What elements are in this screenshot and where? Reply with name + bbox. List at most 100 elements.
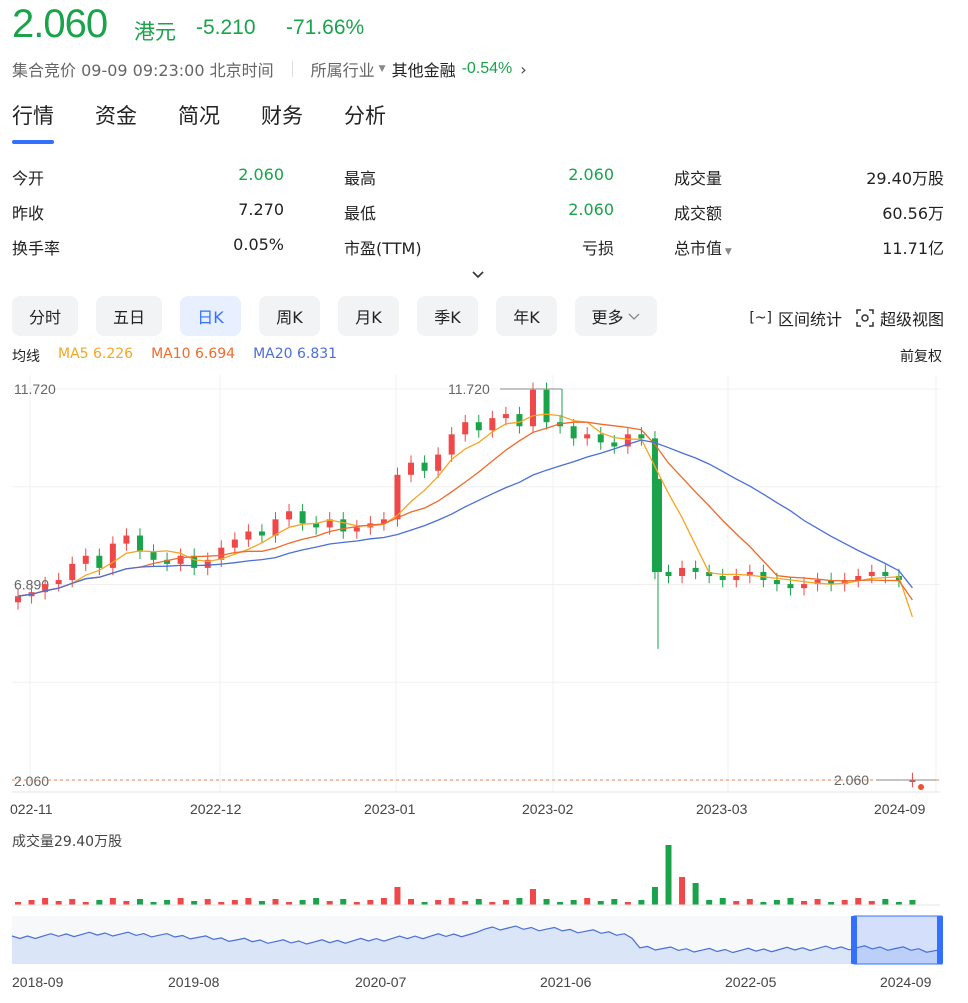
candle-body	[55, 580, 62, 585]
volume-label: 成交量29.40万股	[12, 834, 123, 850]
candle-body	[773, 580, 780, 585]
candle-body	[624, 434, 631, 447]
candle-body	[841, 580, 848, 585]
super-view-button[interactable]: 超级视图	[856, 306, 944, 330]
last-price-dot	[918, 784, 924, 790]
period-yearly-k[interactable]: 年K	[496, 296, 557, 336]
y-tick-label: 6.890	[14, 577, 49, 593]
x-tick-label: 2023-02	[522, 801, 574, 817]
volume-bar	[326, 901, 333, 905]
stat-value: 11.71亿	[882, 239, 944, 258]
candle-body	[654, 478, 662, 572]
industry-name: 其他金融	[391, 61, 456, 80]
industry-label: 所属行业	[310, 61, 375, 80]
chevron-down-icon	[628, 313, 639, 320]
volume-bar	[773, 900, 780, 905]
quote-status-line: 集合竞价 09-09 09:23:00 北京时间 所属行业 ▼ 其他金融 -0.…	[12, 57, 527, 81]
forward-adjust-toggle[interactable]: 前复权	[900, 349, 942, 365]
navigator-handle[interactable]	[937, 916, 943, 964]
candle-body	[42, 584, 49, 593]
volume-bar	[340, 899, 347, 905]
candle-body	[245, 531, 252, 540]
volume-bar	[448, 898, 455, 905]
candle-body	[570, 426, 577, 439]
candle-body	[299, 511, 306, 524]
volume-bar	[353, 902, 360, 905]
caret-down-icon[interactable]: ▼	[722, 247, 732, 257]
range-stats-label: 区间统计	[777, 310, 842, 329]
volume-bar	[204, 899, 211, 905]
price-change: -5.210	[196, 16, 256, 39]
range-bracket-icon: [~]	[749, 310, 772, 326]
industry-link[interactable]: 所属行业 ▼ 其他金融 -0.54% ›	[311, 57, 527, 81]
period-daily-k[interactable]: 日K	[180, 296, 241, 336]
period-quarterly-k[interactable]: 季K	[417, 296, 478, 336]
high-marker-label: 11.720	[448, 381, 490, 397]
x-tick-label: 2024-09	[874, 801, 926, 817]
period-five-day[interactable]: 五日	[96, 296, 162, 336]
candle-body	[326, 519, 333, 528]
range-navigator[interactable]: 2018-09 2019-08 2020-07 2021-06 2022-05 2024-…	[0, 912, 968, 1003]
stat-label: 成交额	[674, 204, 723, 223]
volume-bar	[529, 889, 536, 905]
candle-body	[380, 519, 387, 524]
stat-label: 今开	[12, 169, 45, 188]
volume-bar	[597, 901, 604, 905]
stat-value: 60.56万	[882, 204, 944, 223]
volume-bar	[299, 900, 306, 905]
candle-body	[231, 539, 238, 548]
tab-financials[interactable]: 财务	[261, 104, 303, 128]
stat-label: 总市值 ▼	[674, 239, 732, 258]
focus-frame-icon	[856, 309, 874, 327]
volume-bar	[82, 902, 89, 905]
period-monthly-k[interactable]: 月K	[338, 296, 399, 336]
volume-bar	[136, 899, 143, 905]
candle-body	[191, 555, 198, 568]
divider	[291, 61, 293, 77]
candle-body	[882, 571, 889, 576]
navigator-selection[interactable]	[853, 915, 943, 965]
volume-bar	[177, 898, 184, 905]
period-more-dropdown[interactable]: 更多	[575, 296, 657, 336]
volume-bar	[679, 877, 686, 905]
period-intraday[interactable]: 分时	[12, 296, 78, 336]
volume-bar	[462, 901, 469, 905]
candle-body	[855, 576, 862, 581]
volume-bar	[651, 887, 658, 905]
stat-value: 7.270	[238, 200, 284, 219]
volume-bar	[286, 902, 293, 905]
volume-bar	[367, 900, 374, 905]
candle-body	[421, 462, 428, 471]
volume-bar	[814, 899, 821, 905]
y-tick-label: 11.720	[14, 381, 56, 397]
stat-value: 2.060	[568, 165, 614, 184]
volume-bar	[665, 845, 672, 905]
expand-stats-chevron-icon[interactable]	[470, 266, 486, 282]
tab-capital[interactable]: 资金	[95, 104, 137, 128]
industry-change: -0.54%	[461, 60, 513, 77]
tab-profile[interactable]: 简况	[178, 104, 220, 128]
chart-tools: [~] 区间统计 超级视图	[735, 306, 944, 330]
range-stats-button[interactable]: [~] 区间统计	[749, 306, 842, 330]
volume-bar	[231, 900, 238, 905]
volume-bar	[96, 900, 103, 905]
super-view-label: 超级视图	[879, 310, 944, 329]
candle-body	[150, 551, 157, 560]
volume-bar	[570, 900, 577, 905]
volume-bar	[611, 899, 618, 905]
stat-label: 昨收	[12, 204, 45, 223]
tab-quote[interactable]: 行情	[12, 100, 54, 144]
candle-body	[692, 567, 699, 572]
candle-body	[801, 584, 808, 589]
candlestick-chart[interactable]: 11.720 6.890 2.060 022-11 2022-12 2023-01 2023…	[0, 375, 968, 825]
candle-body	[448, 434, 455, 455]
volume-bar	[787, 898, 794, 905]
volume-bar	[245, 898, 252, 905]
candle-body	[611, 442, 618, 447]
volume-bar	[123, 901, 130, 905]
period-weekly-k[interactable]: 周K	[259, 296, 320, 336]
navigator-handle[interactable]	[851, 916, 857, 964]
volume-bar	[421, 902, 428, 905]
tab-analysis[interactable]: 分析	[344, 104, 386, 128]
candle-body	[909, 780, 916, 782]
